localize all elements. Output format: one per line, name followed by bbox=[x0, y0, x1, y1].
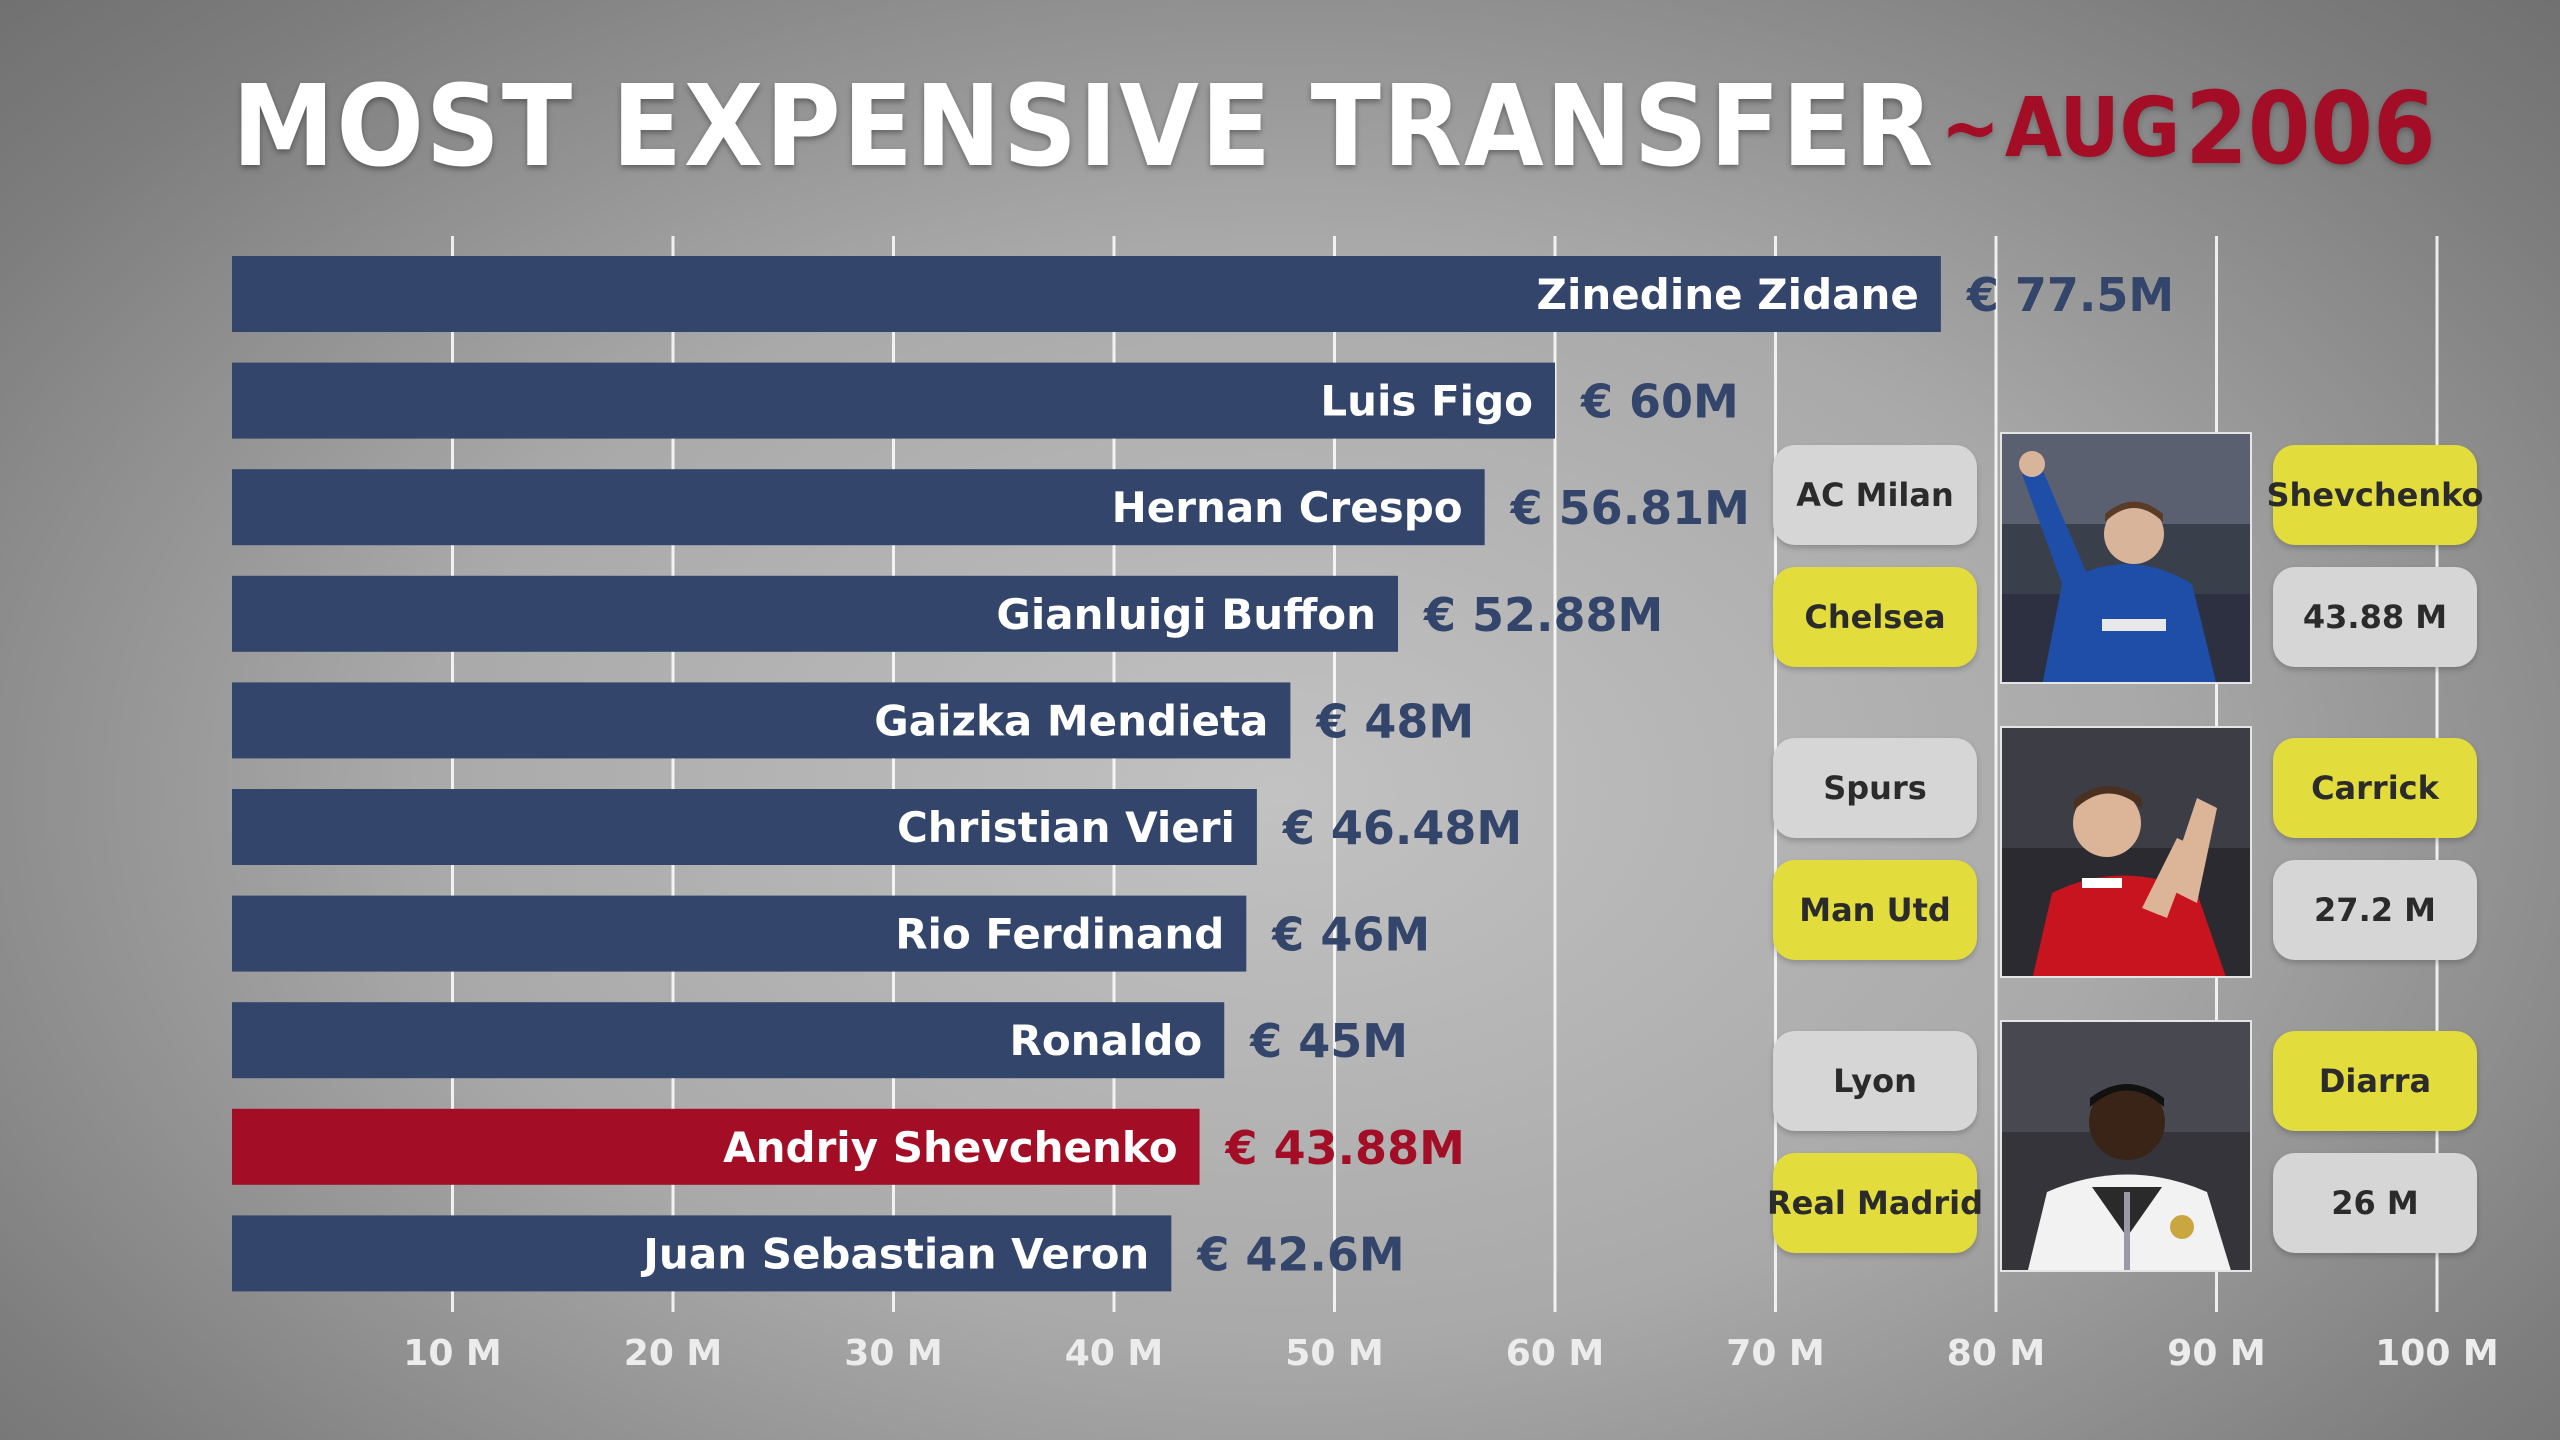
player-photo-red-kit bbox=[2000, 726, 2252, 978]
bar bbox=[232, 1108, 1200, 1185]
x-tick-label: 60 M bbox=[1506, 1333, 1604, 1374]
to-club-box: Chelsea bbox=[1773, 567, 1977, 667]
bar-name-label: Juan Sebastian Veron bbox=[640, 1229, 1149, 1278]
bar-value-label: € 60M bbox=[1580, 375, 1739, 429]
bars: Zinedine Zidane € 77.5M Luis Figo € 60M Hern… bbox=[232, 256, 2174, 1292]
to-club-box: Real Madrid bbox=[1767, 1153, 1983, 1253]
bar bbox=[232, 1215, 1172, 1292]
chart-title: MOST EXPENSIVE TRANSFER bbox=[232, 62, 1936, 192]
fee-box: 27.2 M bbox=[2273, 860, 2477, 960]
x-tick-label: 10 M bbox=[403, 1333, 501, 1374]
bar-name-label: Andriy Shevchenko bbox=[723, 1123, 1177, 1172]
from-club-box: Lyon bbox=[1773, 1031, 1977, 1131]
bar-value-label: € 46.48M bbox=[1282, 801, 1522, 855]
bar-value-label: € 77.5M bbox=[1966, 268, 2174, 322]
x-tick-label: 80 M bbox=[1947, 1333, 2045, 1374]
x-tick-label: 50 M bbox=[1285, 1333, 1383, 1374]
bar-value-label: € 45M bbox=[1249, 1014, 1408, 1068]
x-tick-label: 30 M bbox=[844, 1333, 942, 1374]
date-tilde: ~ bbox=[1941, 83, 2001, 174]
from-club-box: AC Milan bbox=[1773, 445, 1977, 545]
from-club-box: Spurs bbox=[1773, 738, 1977, 838]
x-tick-label: 40 M bbox=[1065, 1333, 1163, 1374]
player-photo-chelsea-kit bbox=[2000, 432, 2252, 684]
x-tick-label: 90 M bbox=[2167, 1333, 2265, 1374]
to-club-box: Man Utd bbox=[1773, 860, 1977, 960]
fee-box: 26 M bbox=[2273, 1153, 2477, 1253]
bar-name-label: Gianluigi Buffon bbox=[996, 590, 1376, 639]
bar-value-label: € 43.88M bbox=[1225, 1121, 1465, 1175]
bar-value-label: € 46M bbox=[1271, 908, 1430, 962]
bar bbox=[232, 789, 1257, 865]
bar-value-label: € 56.81M bbox=[1510, 481, 1750, 535]
x-tick-label: 70 M bbox=[1726, 1333, 1824, 1374]
bar-name-label: Christian Vieri bbox=[897, 803, 1235, 852]
date-label: ~ AUG 2006 bbox=[1941, 70, 2436, 187]
photo-illustration bbox=[2002, 434, 2250, 682]
x-tick-label: 100 M bbox=[2375, 1333, 2499, 1374]
bar-value-label: € 52.88M bbox=[1423, 588, 1663, 642]
bar-value-label: € 48M bbox=[1315, 694, 1474, 748]
player-photo-white-kit bbox=[2000, 1020, 2252, 1272]
bar bbox=[232, 256, 1941, 332]
photo-illustration bbox=[2002, 728, 2250, 976]
date-month: AUG bbox=[2005, 81, 2181, 176]
bar-name-label: Zinedine Zidane bbox=[1537, 270, 1919, 319]
bar bbox=[232, 362, 1555, 439]
bar-name-label: Gaizka Mendieta bbox=[874, 696, 1268, 745]
x-tick-label: 20 M bbox=[624, 1333, 722, 1374]
player-name-box: Diarra bbox=[2273, 1031, 2477, 1131]
bar-name-label: Hernan Crespo bbox=[1112, 483, 1463, 532]
date-year: 2006 bbox=[2185, 70, 2436, 187]
bar bbox=[232, 682, 1291, 759]
bar-name-label: Luis Figo bbox=[1320, 377, 1533, 426]
bar bbox=[232, 895, 1247, 972]
bar bbox=[232, 1002, 1225, 1079]
bar bbox=[232, 469, 1485, 546]
bar-name-label: Rio Ferdinand bbox=[895, 910, 1224, 959]
bar bbox=[232, 575, 1399, 652]
photo-illustration bbox=[2002, 1022, 2250, 1270]
player-name-box: Carrick bbox=[2273, 738, 2477, 838]
x-axis-ticks: 10 M 20 M 30 M 40 M 50 M 60 M 70 M 80 M 90 M 100 … bbox=[403, 1333, 2498, 1374]
fee-box: 43.88 M bbox=[2273, 567, 2477, 667]
player-name-box: Shevchenko bbox=[2266, 445, 2484, 545]
bar-name-label: Ronaldo bbox=[1009, 1016, 1202, 1065]
bar-value-label: € 42.6M bbox=[1196, 1227, 1404, 1281]
